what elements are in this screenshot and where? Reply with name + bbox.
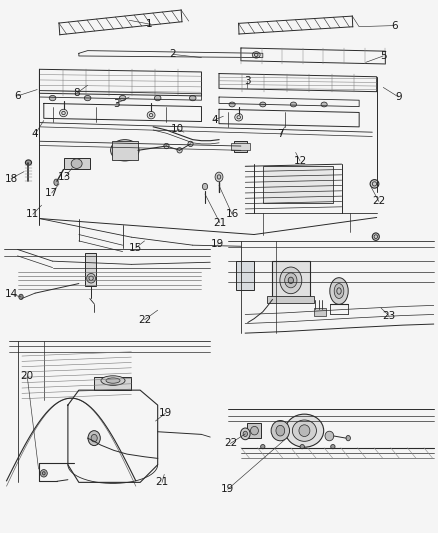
Text: 9: 9: [395, 92, 402, 102]
Bar: [234, 141, 247, 152]
Text: 22: 22: [138, 315, 151, 325]
Text: 12: 12: [293, 156, 307, 166]
Text: 6: 6: [14, 91, 21, 101]
Ellipse shape: [271, 421, 290, 441]
Ellipse shape: [215, 172, 223, 182]
Ellipse shape: [202, 183, 208, 190]
Text: 1: 1: [145, 19, 152, 29]
Ellipse shape: [288, 277, 293, 284]
Ellipse shape: [25, 160, 32, 165]
Ellipse shape: [119, 95, 126, 101]
Ellipse shape: [91, 434, 97, 442]
Text: 7: 7: [277, 130, 284, 139]
Text: 8: 8: [73, 88, 80, 98]
Ellipse shape: [88, 431, 100, 446]
Ellipse shape: [177, 148, 182, 153]
Ellipse shape: [260, 102, 266, 107]
Text: 11: 11: [26, 209, 39, 219]
Text: 19: 19: [221, 484, 234, 494]
Ellipse shape: [251, 426, 258, 435]
Ellipse shape: [252, 52, 260, 58]
Text: 19: 19: [211, 239, 224, 249]
Ellipse shape: [188, 141, 193, 147]
Ellipse shape: [164, 143, 169, 149]
Ellipse shape: [71, 159, 82, 168]
Text: 17: 17: [45, 188, 58, 198]
Text: 4: 4: [211, 115, 218, 125]
Ellipse shape: [116, 143, 134, 157]
Bar: [263, 166, 333, 203]
Bar: [231, 143, 250, 150]
Ellipse shape: [110, 140, 139, 161]
Ellipse shape: [54, 179, 58, 185]
Bar: [112, 141, 138, 160]
Text: 3: 3: [113, 99, 120, 109]
Text: 14: 14: [4, 289, 18, 299]
Bar: [85, 253, 96, 286]
Bar: [267, 296, 314, 303]
Text: 18: 18: [4, 174, 18, 183]
Bar: [64, 158, 90, 169]
Ellipse shape: [101, 376, 125, 385]
Ellipse shape: [280, 267, 302, 294]
Ellipse shape: [106, 378, 120, 383]
Ellipse shape: [276, 425, 285, 436]
Ellipse shape: [370, 180, 379, 188]
Text: 22: 22: [372, 197, 385, 206]
Text: 21: 21: [213, 218, 226, 228]
Text: 16: 16: [226, 209, 239, 219]
Ellipse shape: [334, 284, 344, 298]
Bar: [94, 377, 131, 390]
Ellipse shape: [321, 102, 327, 107]
Bar: [272, 261, 310, 300]
Text: 10: 10: [171, 124, 184, 134]
Text: 22: 22: [224, 439, 237, 448]
Text: 21: 21: [155, 478, 169, 487]
Ellipse shape: [87, 273, 95, 283]
Ellipse shape: [292, 420, 316, 441]
Text: 23: 23: [382, 311, 396, 320]
Ellipse shape: [229, 102, 235, 107]
Ellipse shape: [346, 435, 350, 441]
Text: 5: 5: [380, 51, 387, 61]
Ellipse shape: [49, 95, 56, 101]
Text: 20: 20: [21, 371, 34, 381]
Ellipse shape: [300, 445, 304, 449]
Ellipse shape: [243, 431, 247, 437]
Ellipse shape: [372, 233, 379, 240]
Ellipse shape: [261, 445, 265, 449]
Ellipse shape: [19, 294, 23, 300]
Ellipse shape: [40, 470, 47, 477]
Ellipse shape: [285, 273, 297, 288]
Text: 4: 4: [32, 130, 39, 139]
Text: 2: 2: [170, 50, 177, 59]
Ellipse shape: [325, 431, 334, 441]
Ellipse shape: [189, 95, 196, 101]
Bar: [236, 261, 254, 290]
Ellipse shape: [147, 111, 155, 119]
Ellipse shape: [121, 147, 129, 154]
Text: 15: 15: [129, 243, 142, 253]
Text: 19: 19: [159, 408, 172, 418]
Ellipse shape: [285, 414, 324, 447]
Ellipse shape: [240, 428, 250, 440]
Bar: [247, 423, 261, 438]
Bar: [314, 308, 326, 316]
Ellipse shape: [330, 278, 348, 304]
Text: 13: 13: [58, 172, 71, 182]
Ellipse shape: [290, 102, 297, 107]
Ellipse shape: [331, 445, 335, 449]
Text: 6: 6: [391, 21, 398, 30]
Ellipse shape: [154, 95, 161, 101]
Text: 3: 3: [244, 76, 251, 86]
Ellipse shape: [60, 109, 67, 117]
Ellipse shape: [235, 114, 243, 121]
Ellipse shape: [84, 95, 91, 101]
Ellipse shape: [299, 425, 310, 437]
